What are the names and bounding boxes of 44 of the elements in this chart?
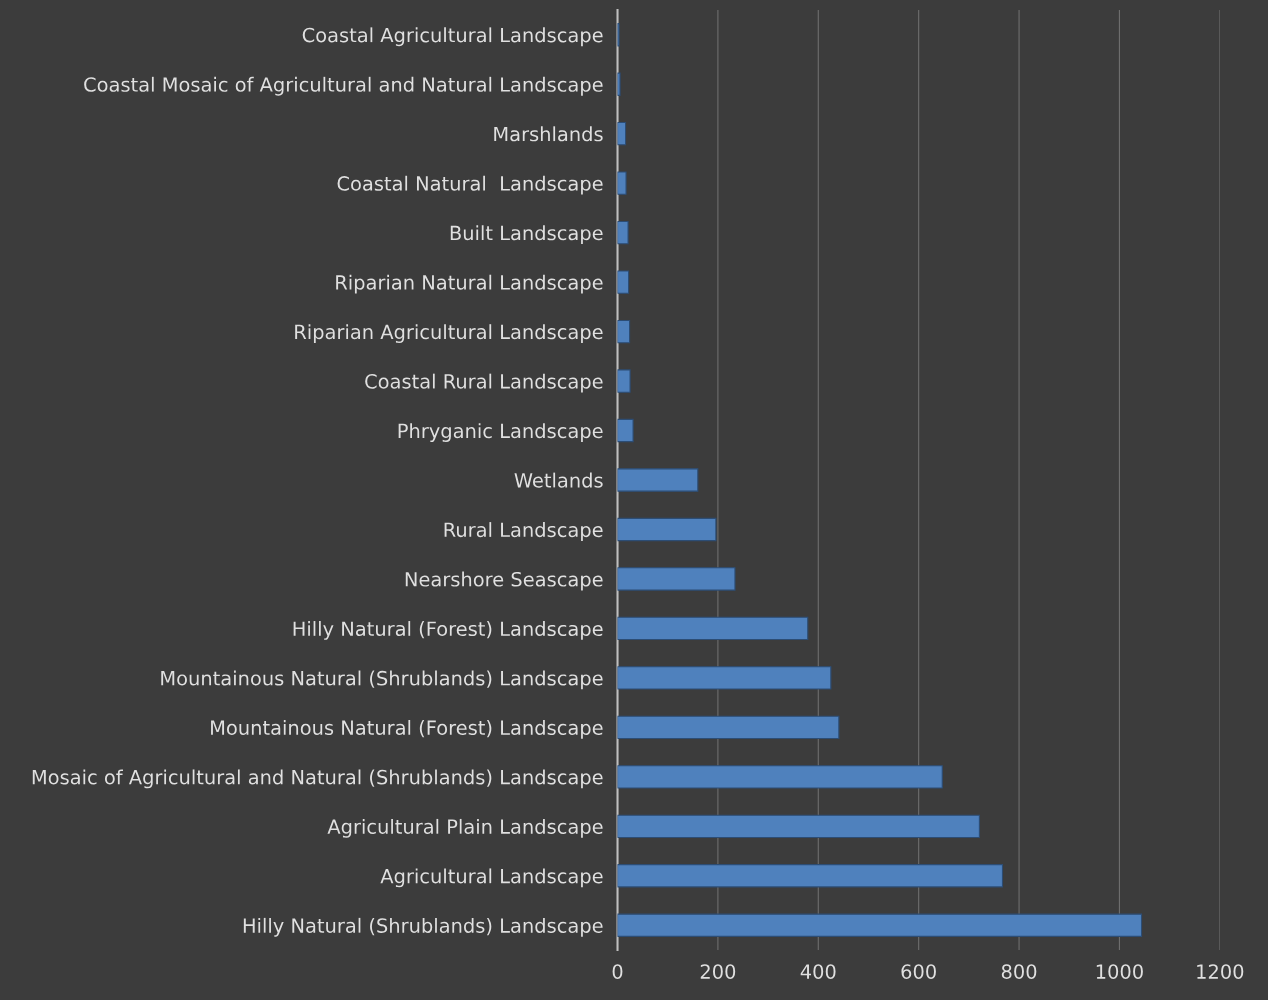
x-tick-label: 600 — [901, 964, 936, 979]
bar — [617, 864, 1004, 888]
bar — [617, 517, 717, 542]
x-tick-label: 1200 — [1197, 964, 1244, 979]
x-tick-label: 200 — [700, 964, 736, 979]
y-tick-label: Mountainous Natural (Shrublands) Landscape — [161, 670, 603, 690]
y-tick-label: Riparian Agricultural Landscape — [295, 324, 603, 344]
bar — [617, 72, 621, 96]
y-tick-label: Riparian Natural Landscape — [336, 274, 603, 294]
y-tick-label: Phryganic Landscape — [398, 423, 603, 442]
x-tick-label: 1000 — [1096, 964, 1143, 979]
bar — [617, 418, 634, 443]
x-tick-label: 400 — [800, 964, 836, 979]
bar — [617, 913, 1143, 937]
y-tick-label: Mountainous Natural (Forest) Landscape — [211, 719, 603, 739]
y-tick-label: Agricultural Landscape — [380, 868, 603, 888]
bar — [617, 814, 980, 839]
bar — [617, 369, 631, 393]
y-tick-label: Mosaic of Agricultural and Natural (Shrublands) Landscape — [32, 769, 603, 789]
bar — [617, 567, 736, 591]
bar — [617, 319, 631, 344]
bar — [617, 270, 630, 294]
bar — [617, 121, 627, 146]
y-tick-label: Coastal Mosaic of Agricultural and Natural Landscape — [84, 76, 603, 96]
x-tick-label: 0 — [612, 964, 623, 979]
bar — [617, 715, 840, 740]
y-tick-label: Rural Landscape — [444, 522, 603, 541]
bar — [617, 220, 629, 245]
y-tick-label: Agricultural Plain Landscape — [327, 818, 603, 838]
bar — [617, 765, 943, 789]
y-tick-label: Coastal Natural Landscape — [337, 175, 603, 195]
y-tick-label: Coastal Agricultural Landscape — [302, 27, 603, 47]
y-tick-label: Wetlands — [514, 472, 603, 488]
y-tick-label: Hilly Natural (Forest) Landscape — [293, 621, 603, 640]
y-tick-label: Coastal Rural Landscape — [365, 373, 603, 393]
bar — [617, 468, 699, 492]
bar — [617, 616, 809, 641]
y-tick-label: Nearshore Seascape — [405, 571, 603, 591]
y-tick-label: Hilly Natural (Shrublands) Landscape — [243, 917, 603, 937]
bar — [617, 666, 832, 690]
y-tick-label: Built Landscape — [450, 225, 603, 245]
x-tick-label: 800 — [1001, 964, 1037, 979]
y-tick-label: Marshlands — [494, 126, 603, 142]
bar — [617, 171, 627, 195]
